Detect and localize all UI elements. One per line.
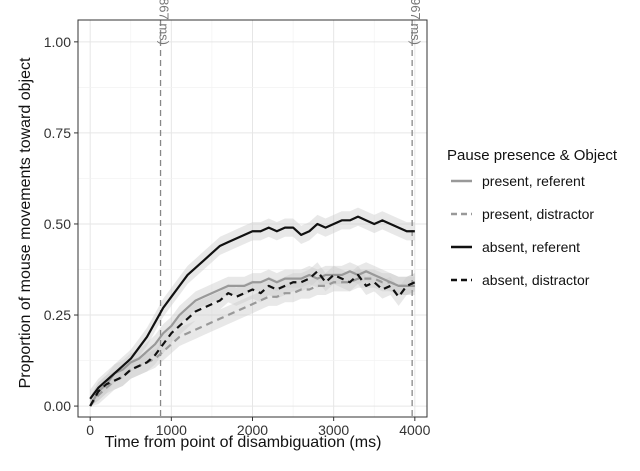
- y-tick-label: 1.00: [44, 34, 71, 50]
- x-tick-label: 0: [86, 422, 94, 438]
- legend-title: Pause presence & Object: [447, 147, 618, 164]
- y-axis-title: Proportion of mouse movements toward obj…: [17, 57, 34, 388]
- confidence-band: [90, 207, 415, 407]
- x-tick-label: 2000: [237, 422, 268, 438]
- series-line: [89, 270, 416, 407]
- y-tick-label: 0.50: [44, 216, 71, 232]
- x-tick-label: 1000: [156, 422, 187, 438]
- y-tick-label: 0.75: [44, 125, 71, 141]
- axes: 0 1000 2000 3000 4000 0.00 0.25 0.50 0.75 1.00: [44, 34, 431, 438]
- confidence-band: [90, 262, 415, 407]
- legend-label: absent, referent: [482, 239, 580, 255]
- reference-label: mean response time (3967 ms): [408, 0, 423, 45]
- series-line: [89, 215, 415, 400]
- x-tick-label: 3000: [318, 422, 349, 438]
- annotations: mean utterance offset (867 ms) mean respo…: [157, 0, 423, 417]
- x-tick-label: 4000: [399, 422, 430, 438]
- x-axis-title: Time from point of disambiguation (ms): [105, 434, 382, 451]
- confidence-band: [90, 262, 415, 407]
- grid: [78, 20, 427, 417]
- y-tick-label: 0.00: [44, 398, 71, 414]
- series-lines: [89, 215, 416, 407]
- legend: Pause presence & Object present, referen…: [447, 147, 618, 288]
- legend-label: absent, distractor: [482, 272, 590, 288]
- legend-label: present, distractor: [482, 206, 594, 222]
- series-line: [89, 270, 415, 407]
- reference-label: mean utterance offset (867 ms): [157, 0, 172, 45]
- series-line: [89, 277, 416, 407]
- legend-label: present, referent: [482, 173, 585, 189]
- y-tick-label: 0.25: [44, 307, 71, 323]
